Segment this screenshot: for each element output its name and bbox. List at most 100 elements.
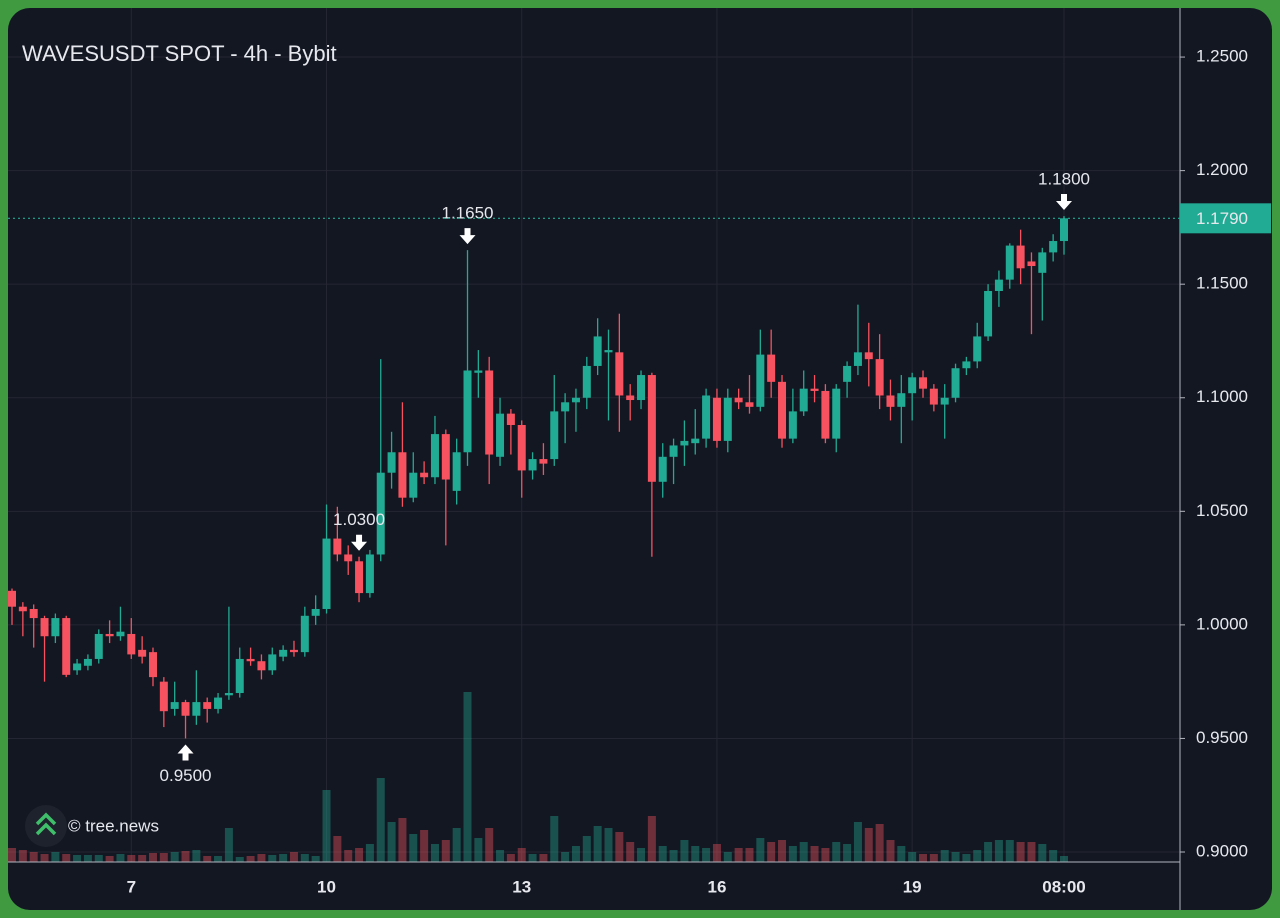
annotation-arrow: [177, 744, 194, 761]
candle-body: [376, 472, 385, 555]
candle-body: [658, 456, 667, 482]
candle-body: [246, 658, 255, 662]
volume-bar: [257, 854, 266, 862]
candle-body: [864, 352, 873, 360]
candle-body: [528, 459, 537, 471]
volume-bar: [897, 846, 906, 862]
volume-bar: [474, 838, 483, 862]
candle-body: [420, 472, 429, 478]
y-tick-label: 1.0500: [1196, 501, 1248, 520]
volume-bar: [951, 852, 960, 862]
volume-bar: [615, 832, 624, 862]
candle-body: [322, 538, 331, 609]
annotation-label: 1.1650: [442, 204, 494, 223]
volume-bar: [181, 851, 190, 862]
volume-bar: [322, 790, 331, 862]
volume-bar: [8, 848, 16, 862]
candle-body: [788, 411, 797, 439]
volume-bar: [398, 818, 407, 862]
candle-body: [702, 395, 711, 439]
volume-bar: [745, 848, 754, 862]
candle-body: [875, 359, 884, 396]
candle-body: [778, 381, 787, 439]
volume-bar: [853, 822, 862, 862]
candle-body: [940, 397, 949, 405]
volume-bar: [810, 846, 819, 862]
candle-body: [159, 681, 168, 712]
annotation-label: 1.1800: [1038, 170, 1090, 189]
volume-bar: [333, 836, 342, 862]
volume-bar: [430, 844, 439, 862]
volume-bar: [105, 856, 114, 862]
candle-body: [604, 350, 613, 353]
candle-body: [333, 538, 342, 555]
volume-bar: [550, 816, 559, 862]
candle-body: [365, 554, 374, 594]
candle-body: [571, 397, 580, 403]
candle-body: [268, 654, 277, 671]
x-tick-label: 10: [317, 877, 336, 896]
volume-bar: [51, 852, 60, 862]
volume-bar: [1038, 844, 1047, 862]
volume-bar: [886, 840, 895, 862]
volume-bar: [138, 855, 147, 862]
candle-body: [311, 608, 320, 616]
candle-body: [1005, 245, 1014, 280]
volume-bar: [235, 857, 244, 862]
volume-bar: [1027, 842, 1036, 862]
candle-body: [279, 649, 288, 657]
volume-bar: [289, 852, 298, 862]
y-tick-label: 1.2000: [1196, 160, 1248, 179]
volume-bar: [940, 850, 949, 862]
volume-bar: [463, 692, 472, 862]
volume-bar: [214, 856, 223, 862]
volume-bar: [908, 852, 917, 862]
candle-body: [387, 452, 396, 473]
volume-bar: [929, 854, 938, 862]
volume-bar: [734, 848, 743, 862]
y-tick-label: 1.0000: [1196, 614, 1248, 633]
volume-bar: [691, 846, 700, 862]
candle-body: [745, 402, 754, 407]
volume-bar: [962, 854, 971, 862]
volume-bar: [1049, 850, 1058, 862]
candle-body: [51, 618, 60, 637]
volume-bar: [799, 842, 808, 862]
volume-bar: [29, 852, 38, 862]
candle-body: [984, 291, 993, 337]
volume-bar: [344, 850, 353, 862]
candle-body: [214, 697, 223, 709]
candle-body: [626, 395, 635, 401]
candle-body: [496, 413, 505, 457]
volume-bar: [647, 816, 656, 862]
volume-bar: [506, 854, 515, 862]
candle-body: [170, 702, 179, 709]
volume-bar: [365, 844, 374, 862]
panel: [8, 8, 1272, 910]
candle-body: [973, 336, 982, 362]
candle-body: [712, 397, 721, 441]
candle-body: [73, 663, 82, 671]
candle-body: [832, 388, 841, 439]
volume-bar: [311, 856, 320, 862]
candle-body: [127, 633, 136, 655]
x-tick-label: 7: [127, 877, 136, 896]
volume-bar: [148, 853, 157, 862]
candle-body: [94, 633, 103, 659]
candle-body: [615, 352, 624, 396]
candle-body: [897, 393, 906, 407]
y-tick-label: 1.1500: [1196, 274, 1248, 293]
candle-body: [723, 397, 732, 441]
candle-layer: [8, 216, 1068, 739]
volume-bar: [517, 848, 526, 862]
volume-bar: [203, 856, 212, 862]
x-tick-label: 16: [707, 877, 726, 896]
candle-body: [430, 434, 439, 478]
candle-body: [962, 361, 971, 369]
candle-body: [441, 434, 450, 480]
volume-bar: [1005, 840, 1014, 862]
volume-bar: [778, 840, 787, 862]
candle-body: [669, 445, 678, 457]
candle-body: [647, 375, 656, 482]
volume-bar: [83, 855, 92, 862]
